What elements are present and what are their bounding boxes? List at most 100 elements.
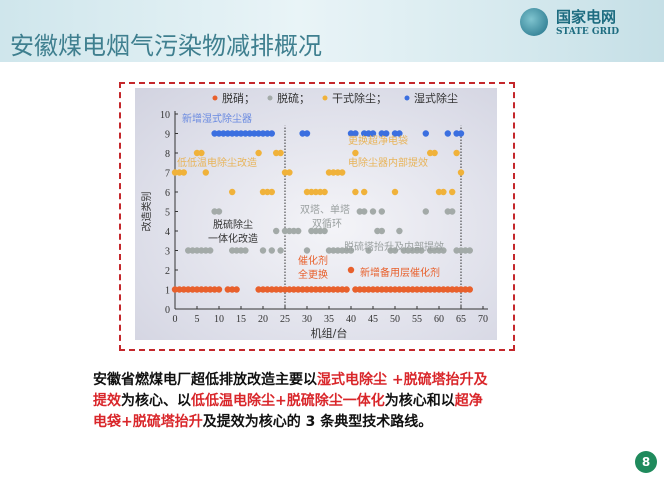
data-point: [211, 208, 218, 215]
data-point: [224, 130, 231, 137]
data-point: [312, 286, 319, 293]
y-tick-label: 9: [165, 130, 170, 141]
data-point: [339, 247, 346, 254]
data-point: [457, 169, 465, 176]
data-point: [308, 286, 315, 293]
data-point: [396, 130, 403, 137]
data-point: [383, 286, 390, 293]
data-point: [339, 169, 346, 176]
data-point: [383, 130, 390, 137]
data-point: [440, 188, 447, 196]
data-point: [281, 227, 289, 235]
data-point: [229, 130, 236, 137]
data-point: [462, 286, 469, 293]
data-point: [352, 286, 359, 293]
data-point: [405, 247, 412, 254]
data-point: [352, 188, 359, 196]
data-point: [237, 130, 245, 137]
data-point: [255, 130, 262, 137]
data-point: [229, 286, 236, 293]
data-point: [211, 130, 218, 137]
data-point: [330, 286, 337, 293]
data-point: [457, 286, 465, 293]
data-point: [220, 130, 227, 137]
x-tick-label: 15: [236, 314, 246, 325]
slide-title: 安徽煤电烟气污染物减排概况: [10, 32, 322, 60]
data-point: [435, 286, 443, 293]
data-point: [308, 188, 315, 196]
data-point: [453, 130, 460, 137]
x-tick-label: 20: [258, 314, 268, 325]
data-point: [391, 247, 399, 254]
data-point: [435, 188, 443, 196]
data-point: [171, 169, 179, 176]
data-point: [207, 247, 214, 254]
data-point: [242, 130, 249, 137]
data-point: [251, 130, 258, 137]
data-point: [361, 188, 368, 196]
legend-label: 脱硝；: [222, 91, 255, 105]
data-point: [273, 227, 280, 235]
data-point: [374, 227, 381, 235]
legend-marker: [404, 95, 410, 101]
data-point: [431, 247, 438, 254]
data-point: [193, 286, 201, 293]
data-point: [334, 286, 341, 293]
data-point: [339, 286, 346, 293]
data-point: [229, 188, 236, 196]
y-tick-label: 0: [165, 305, 170, 316]
annotation-label: 全更换: [298, 268, 328, 281]
x-tick-label: 35: [324, 314, 334, 325]
legend-label: 湿式除尘: [414, 91, 458, 105]
y-tick-label: 5: [165, 208, 170, 219]
data-point: [207, 286, 214, 293]
data-point: [387, 247, 394, 254]
data-point: [281, 169, 289, 176]
data-point: [303, 247, 311, 254]
logo-text-en: STATE GRID: [556, 27, 620, 37]
data-point: [237, 247, 245, 254]
data-point: [202, 247, 209, 254]
annotation-label: 双循环: [312, 217, 342, 230]
data-point: [312, 227, 319, 235]
caption-segment: 湿式电除尘 +脱硫塔抬升及: [317, 372, 488, 388]
data-point: [202, 169, 209, 176]
data-point: [347, 130, 355, 137]
data-point: [449, 188, 456, 196]
x-tick-label: 30: [302, 314, 312, 325]
data-point: [352, 149, 359, 157]
data-point: [413, 286, 421, 293]
data-point: [405, 286, 412, 293]
annotation-label: 新增湿式除尘器: [182, 112, 252, 125]
chart-background: [135, 88, 497, 340]
data-point: [246, 130, 253, 137]
data-point: [259, 130, 267, 137]
y-tick-label: 3: [165, 247, 170, 258]
data-point: [255, 149, 262, 157]
data-point: [427, 149, 434, 157]
caption-segment: 电袋+脱硫塔抬升: [93, 414, 203, 430]
data-point: [303, 286, 311, 293]
data-point: [259, 247, 267, 254]
data-point: [422, 208, 429, 215]
data-point: [325, 247, 333, 254]
data-point: [299, 130, 306, 137]
caption-segment: 及提效为核心的 3 条典型技术路线。: [202, 414, 433, 430]
data-point: [180, 169, 187, 176]
data-point: [378, 286, 385, 293]
y-tick-label: 10: [160, 110, 170, 121]
y-tick-label: 4: [165, 227, 170, 238]
data-point: [290, 227, 297, 235]
data-point: [189, 286, 196, 293]
data-point: [286, 286, 293, 293]
data-point: [277, 286, 284, 293]
data-point: [400, 247, 407, 254]
annotation-label: 新增备用层催化剂: [360, 266, 440, 279]
data-point: [440, 247, 447, 254]
y-tick-label: 8: [165, 149, 170, 160]
data-point: [356, 208, 363, 215]
data-point: [259, 286, 267, 293]
data-point: [365, 247, 372, 254]
data-point: [347, 247, 355, 254]
